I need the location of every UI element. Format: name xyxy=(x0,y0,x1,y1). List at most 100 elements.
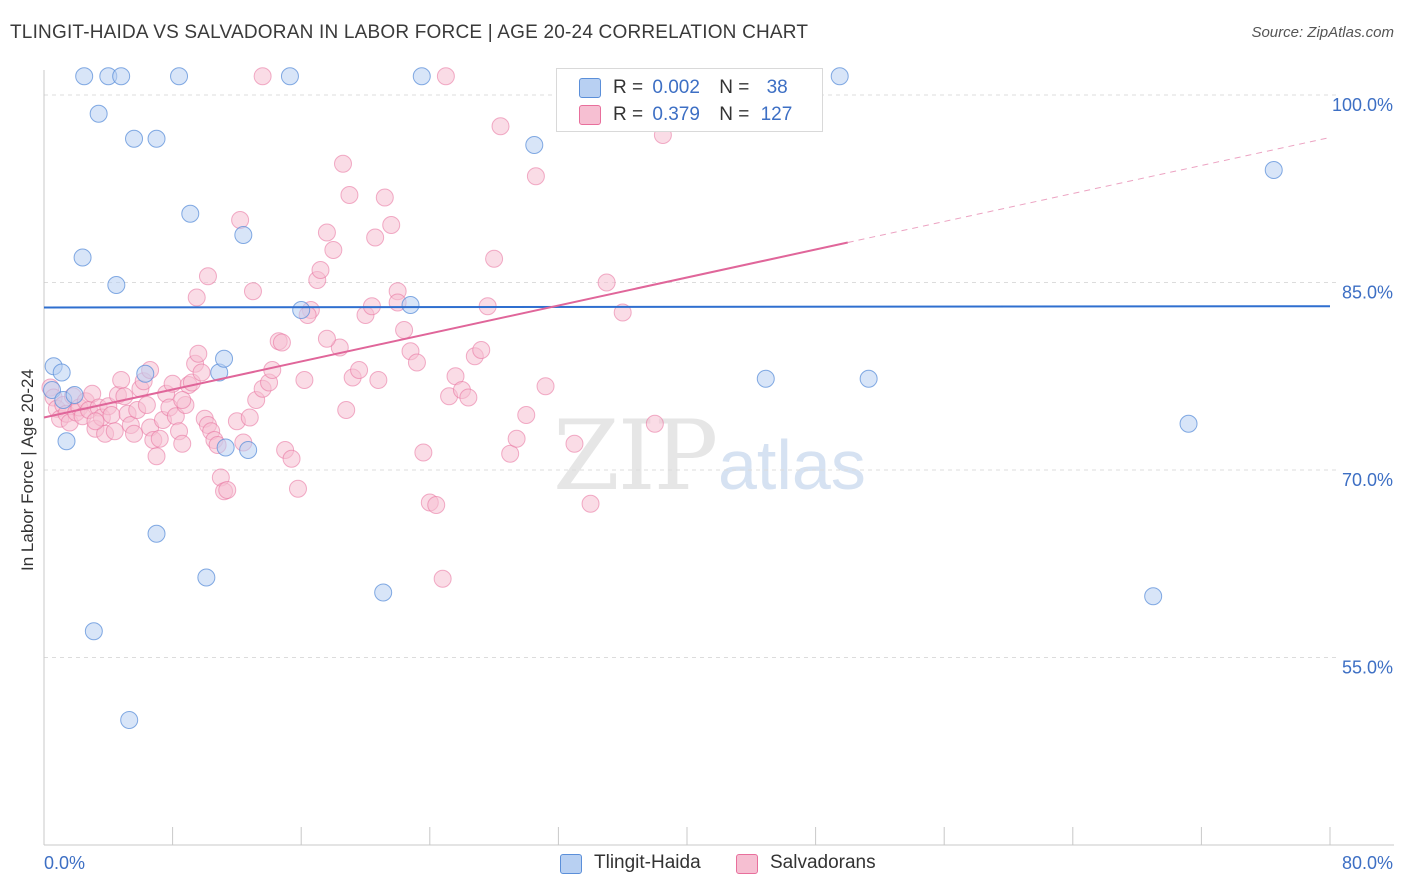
tlingit-haida-point xyxy=(525,136,544,154)
salvadorans-point xyxy=(597,273,616,292)
salvadorans-point xyxy=(105,422,124,441)
chart-title: TLINGIT-HAIDA VS SALVADORAN IN LABOR FOR… xyxy=(10,22,809,43)
tlingit-haida-point xyxy=(84,622,103,641)
watermark-atlas: atlas xyxy=(718,426,866,504)
legend-n-label: N = xyxy=(719,77,750,98)
tlingit-haida-point xyxy=(1264,161,1283,179)
salvadorans-point xyxy=(501,444,520,463)
salvadorans-point xyxy=(433,569,452,588)
legend-n-value: 38 xyxy=(766,77,788,98)
salvadorans-point xyxy=(240,408,259,427)
x-tick-label: 80.0% xyxy=(1342,853,1393,873)
y-tick-label: 55.0% xyxy=(1342,658,1393,678)
bottom-legend-swatch-pink xyxy=(736,854,758,874)
salvadorans-point xyxy=(317,329,336,348)
salvadorans-point xyxy=(581,494,600,513)
y-tick-label: 70.0% xyxy=(1342,470,1393,490)
tlingit-haida-trend-line xyxy=(43,305,1331,309)
tlingit-haida-point xyxy=(197,568,216,587)
tlingit-haida-point xyxy=(147,524,166,543)
legend-swatch-pink xyxy=(579,105,601,125)
tlingit-haida-point xyxy=(120,711,139,729)
y-tick-label: 85.0% xyxy=(1342,283,1393,303)
tlingit-haida-point xyxy=(73,248,92,267)
legend-n-label: N = xyxy=(719,104,750,125)
tlingit-haida-point xyxy=(75,67,94,86)
tlingit-haida-point xyxy=(57,432,76,451)
tlingit-haida-point xyxy=(280,67,299,86)
tlingit-haida-point xyxy=(830,67,849,86)
salvadorans-point xyxy=(231,211,250,229)
salvadorans-point xyxy=(311,261,330,279)
tlingit-haida-point xyxy=(125,129,144,148)
salvadorans-point xyxy=(243,282,262,301)
tlingit-haida-point xyxy=(136,364,155,383)
salvadorans-point xyxy=(295,371,314,389)
bottom-legend-label: Salvadorans xyxy=(770,852,876,873)
salvadorans-point xyxy=(485,249,504,268)
salvadorans-point xyxy=(173,391,192,409)
tlingit-haida-point xyxy=(1179,414,1198,433)
trend-lines xyxy=(43,137,1331,419)
tlingit-haida-point xyxy=(239,441,258,459)
salvadorans-point xyxy=(272,333,291,352)
tlingit-haida-point xyxy=(234,226,253,244)
tlingit-haida-point xyxy=(412,67,431,86)
salvadorans-point xyxy=(150,429,169,448)
salvadorans-point xyxy=(189,344,208,363)
tlingit-haida-point xyxy=(181,204,200,223)
salvadorans-point xyxy=(282,449,301,468)
legend-n-value: 127 xyxy=(760,104,793,125)
salvadorans-point xyxy=(350,361,369,379)
salvadorans-point xyxy=(253,67,272,86)
salvadorans-point xyxy=(507,429,526,448)
salvadorans-point xyxy=(317,223,336,242)
salvadorans-point xyxy=(102,406,121,424)
salvadorans-point xyxy=(173,434,192,453)
salvadorans-trend-extension xyxy=(847,137,1331,243)
tlingit-haida-point xyxy=(52,363,71,382)
tlingit-haida-point xyxy=(107,276,126,294)
y-tick-label: 100.0% xyxy=(1332,95,1393,115)
legend-r-label: R = xyxy=(613,104,644,125)
salvadorans-point xyxy=(427,496,446,514)
tlingit-haida-point xyxy=(215,349,234,368)
salvadorans-point xyxy=(324,241,343,259)
tlingit-haida-point xyxy=(374,583,393,602)
tlingit-haida-point xyxy=(65,386,84,404)
legend: R = 0.002 N = 38 R = 0.379 N = 127 xyxy=(556,68,823,132)
salvadorans-point xyxy=(472,341,491,359)
salvadorans-point xyxy=(112,371,131,389)
tlingit-haida-point xyxy=(756,369,775,388)
salvadorans-point xyxy=(218,481,237,499)
salvadorans-point xyxy=(407,353,426,372)
tlingit-haida-point xyxy=(112,67,131,86)
salvadorans-point xyxy=(459,388,478,407)
axes xyxy=(43,70,1394,846)
salvadorans-point xyxy=(147,447,166,466)
tlingit-haida-point xyxy=(401,296,420,314)
salvadorans-point xyxy=(333,154,352,173)
salvadorans-trend-line xyxy=(43,241,848,419)
salvadorans-point xyxy=(517,406,536,424)
tlingit-haida-point xyxy=(216,438,235,457)
tlingit-haida-point xyxy=(859,369,878,388)
salvadorans-point xyxy=(187,288,206,307)
salvadorans-point xyxy=(526,167,545,186)
salvadorans-point xyxy=(366,228,385,247)
salvadorans-point xyxy=(436,67,455,86)
legend-r-label: R = xyxy=(613,77,644,98)
salvadorans-point xyxy=(414,443,433,462)
salvadorans-point xyxy=(565,434,584,453)
tlingit-haida-point xyxy=(170,67,189,86)
bottom-legend-swatch-blue xyxy=(560,854,582,874)
salvadorans-point xyxy=(86,412,105,431)
salvadorans-point xyxy=(288,479,307,498)
tlingit-haida-point xyxy=(89,104,108,123)
tlingit-haida-point xyxy=(147,129,166,148)
salvadorans-point xyxy=(382,216,401,234)
salvadorans-point xyxy=(337,401,356,419)
salvadorans-point xyxy=(375,188,394,207)
tlingit-haida-point xyxy=(292,301,311,319)
y-axis-label: In Labor Force | Age 20-24 xyxy=(18,369,37,571)
